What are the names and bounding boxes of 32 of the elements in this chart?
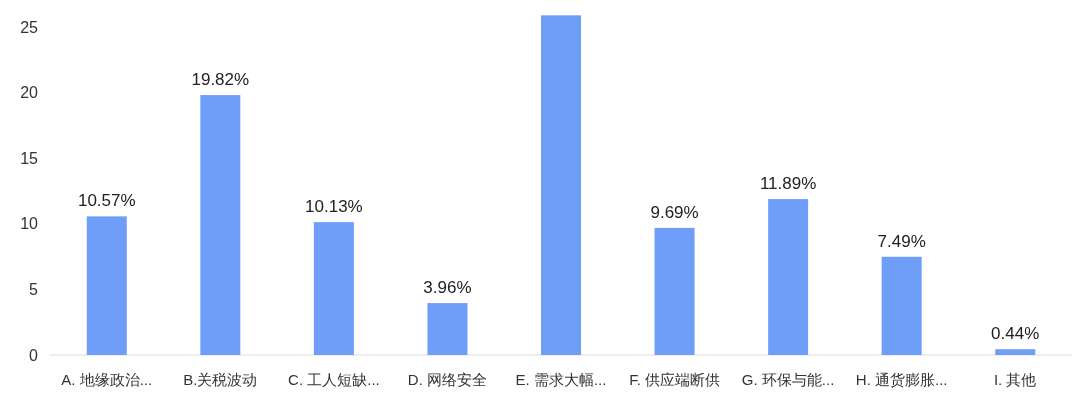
- x-tick-label: I. 其他: [993, 371, 1037, 388]
- y-tick-label: 10: [20, 215, 39, 233]
- bar: [881, 256, 922, 355]
- data-label: 10.13%: [305, 197, 363, 217]
- x-tick-label: B.关税波动: [183, 371, 258, 388]
- bar: [427, 303, 468, 355]
- data-label: 0.44%: [991, 324, 1040, 344]
- bar: [768, 199, 809, 355]
- bar: [200, 95, 241, 355]
- bar: [313, 222, 354, 355]
- data-label: 10.57%: [77, 191, 136, 211]
- x-tick-label: E. 需求大幅...: [515, 371, 607, 388]
- bar: [541, 15, 581, 355]
- x-tick-label: H. 通货膨胀...: [855, 371, 948, 388]
- x-tick-label: C. 工人短缺...: [288, 371, 380, 388]
- data-label: 9.69%: [650, 202, 699, 222]
- bar: [86, 216, 127, 355]
- x-tick-label: D. 网络安全: [407, 371, 488, 388]
- y-tick-label: 15: [20, 149, 39, 167]
- x-tick-label: G. 环保与能...: [741, 371, 835, 388]
- y-tick-label: 25: [20, 18, 39, 36]
- x-tick-label: F. 供应端断供: [629, 371, 720, 388]
- y-tick-label: 20: [20, 84, 39, 102]
- y-tick-label: 5: [29, 280, 39, 298]
- data-label: 3.96%: [423, 278, 472, 298]
- y-tick-label: 0: [29, 346, 39, 364]
- bar: [654, 227, 695, 355]
- data-label: 7.49%: [877, 231, 926, 251]
- x-tick-label: A. 地缘政治...: [61, 371, 153, 388]
- data-label: 11.89%: [759, 174, 817, 194]
- bar: [995, 349, 1036, 355]
- data-label: 19.82%: [191, 70, 250, 90]
